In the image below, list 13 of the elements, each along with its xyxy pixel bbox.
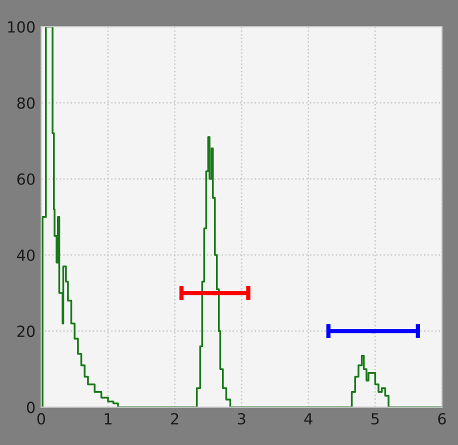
x-tick-label: 4 [304, 413, 312, 424]
x-tick-label: 0 [37, 413, 46, 425]
y-tick-label: 60 [17, 173, 35, 185]
x-tick-label: 6 [438, 413, 446, 425]
x-tick-label: 3 [238, 413, 246, 425]
y-tick-label: 80 [17, 97, 35, 109]
x-tick-label: 2 [171, 413, 178, 424]
y-tick-label: 100 [8, 21, 35, 33]
x-tick-label: 5 [371, 413, 379, 425]
x-tick-label: 1 [104, 413, 112, 424]
y-tick-label: 0 [26, 402, 35, 414]
y-tick-label: 40 [16, 249, 35, 262]
y-tick-label: 20 [17, 326, 35, 338]
